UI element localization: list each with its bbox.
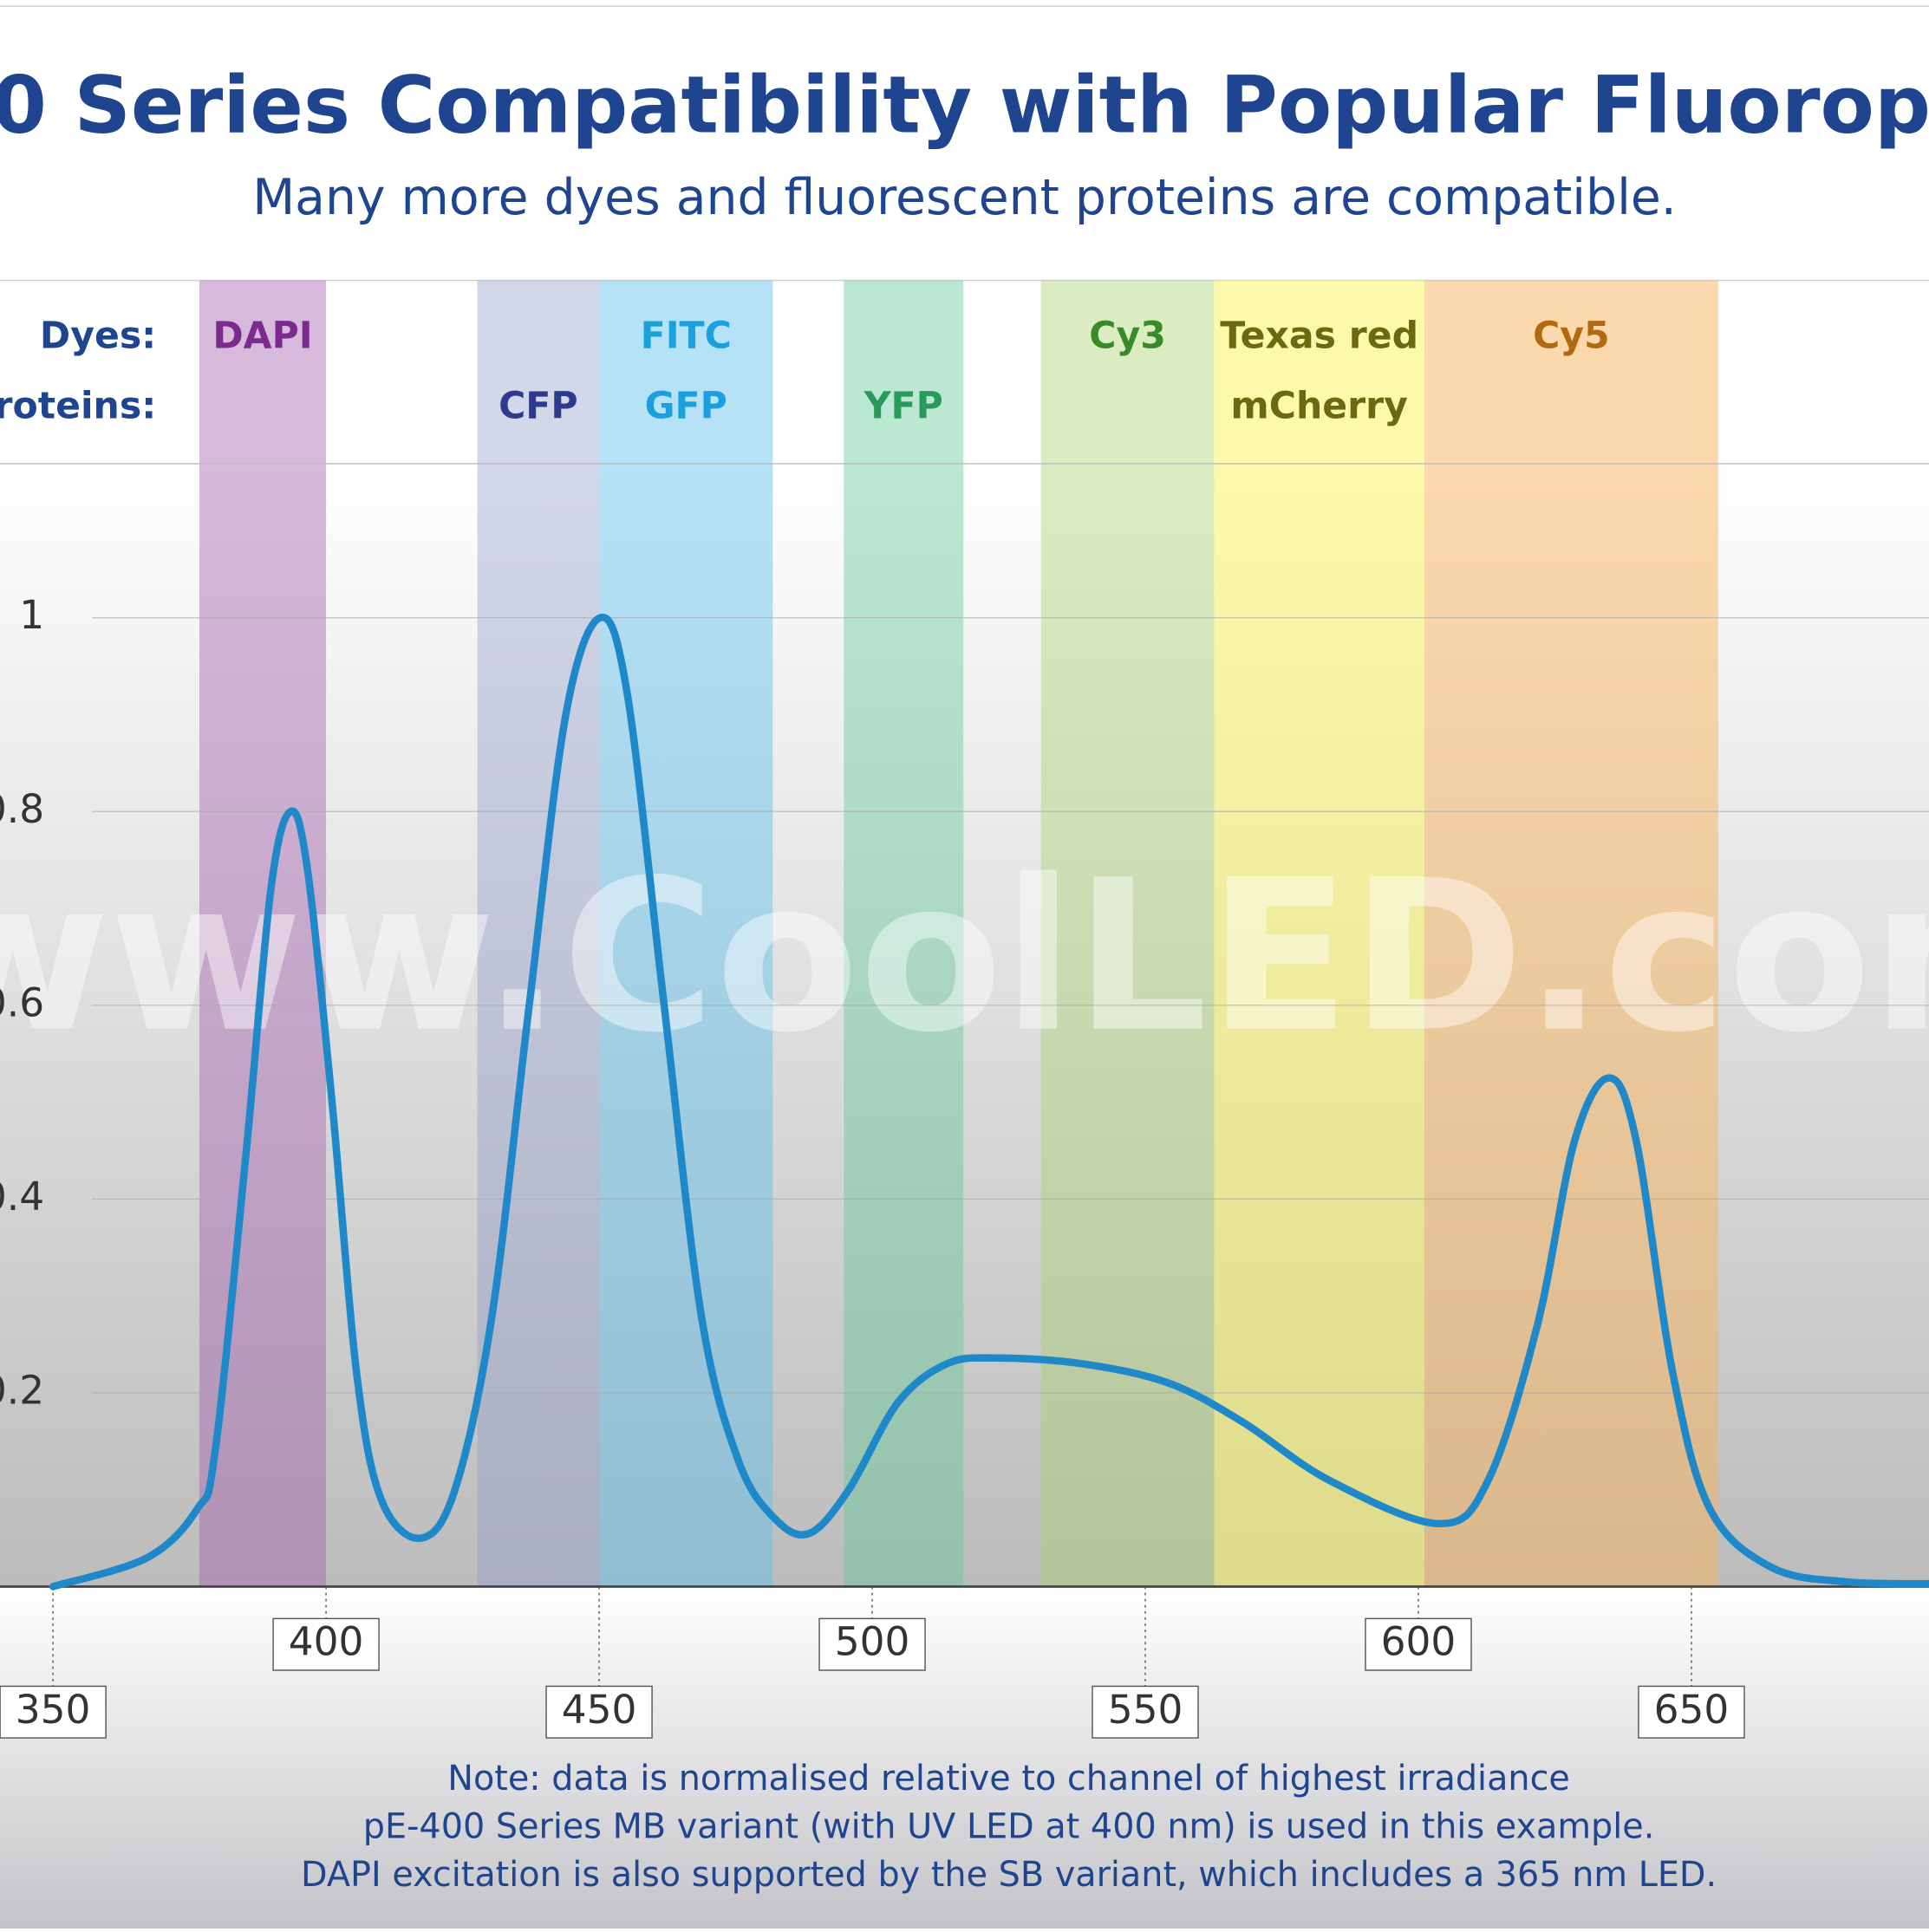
chart-subtitle: Many more dyes and fluorescent proteins …: [252, 169, 1677, 226]
note: DAPI excitation is also supported by the…: [301, 1855, 1717, 1895]
x-tick-box: [0, 1685, 107, 1739]
watermark: www.CoolLED.com: [0, 835, 1929, 1078]
fluorophore-band: [1214, 280, 1424, 1587]
chart-title: E-400 Series Compatibility with Popular …: [0, 61, 1929, 152]
x-tick-box: [272, 1617, 380, 1671]
x-tick-box: [1092, 1685, 1199, 1739]
x-tick-label: 550: [1108, 1687, 1183, 1733]
dye-label: Cy3: [1089, 315, 1166, 358]
x-tick-label: 450: [562, 1687, 637, 1733]
y-tick-label: 0.4: [0, 1174, 44, 1220]
y-tick-label: 0.8: [0, 786, 44, 832]
dye-label: DAPI: [212, 315, 312, 358]
x-tick-box: [1365, 1617, 1472, 1671]
x-tick-label: 500: [835, 1619, 910, 1665]
dye-label: FITC: [641, 315, 732, 358]
protein-label: YFP: [863, 385, 943, 428]
y-tick-label: 1: [19, 592, 44, 638]
note: Note: data is normalised relative to cha…: [447, 1759, 1570, 1799]
x-tick-label: 650: [1654, 1687, 1730, 1733]
x-tick-box: [1638, 1685, 1745, 1739]
fluorophore-band: [599, 280, 773, 1587]
y-tick-label: 0.2: [0, 1367, 44, 1413]
protein-label: GFP: [645, 385, 727, 428]
x-tick-label: 400: [289, 1619, 364, 1665]
row-label: Proteins:: [0, 385, 156, 428]
protein-label: CFP: [499, 385, 578, 428]
y-tick-label: 0.6: [0, 979, 44, 1025]
protein-label: mCherry: [1230, 385, 1407, 428]
spectrum-line: [49, 614, 1929, 1590]
x-tick-box: [818, 1617, 926, 1671]
note: pE-400 Series MB variant (with UV LED at…: [363, 1807, 1655, 1847]
x-tick-box: [545, 1685, 653, 1739]
dye-label: Cy5: [1533, 315, 1610, 358]
dye-label: Texas red: [1220, 315, 1418, 358]
x-tick-label: 600: [1381, 1619, 1457, 1665]
x-tick-label: 350: [16, 1687, 91, 1733]
row-label: Dyes:: [40, 315, 156, 358]
